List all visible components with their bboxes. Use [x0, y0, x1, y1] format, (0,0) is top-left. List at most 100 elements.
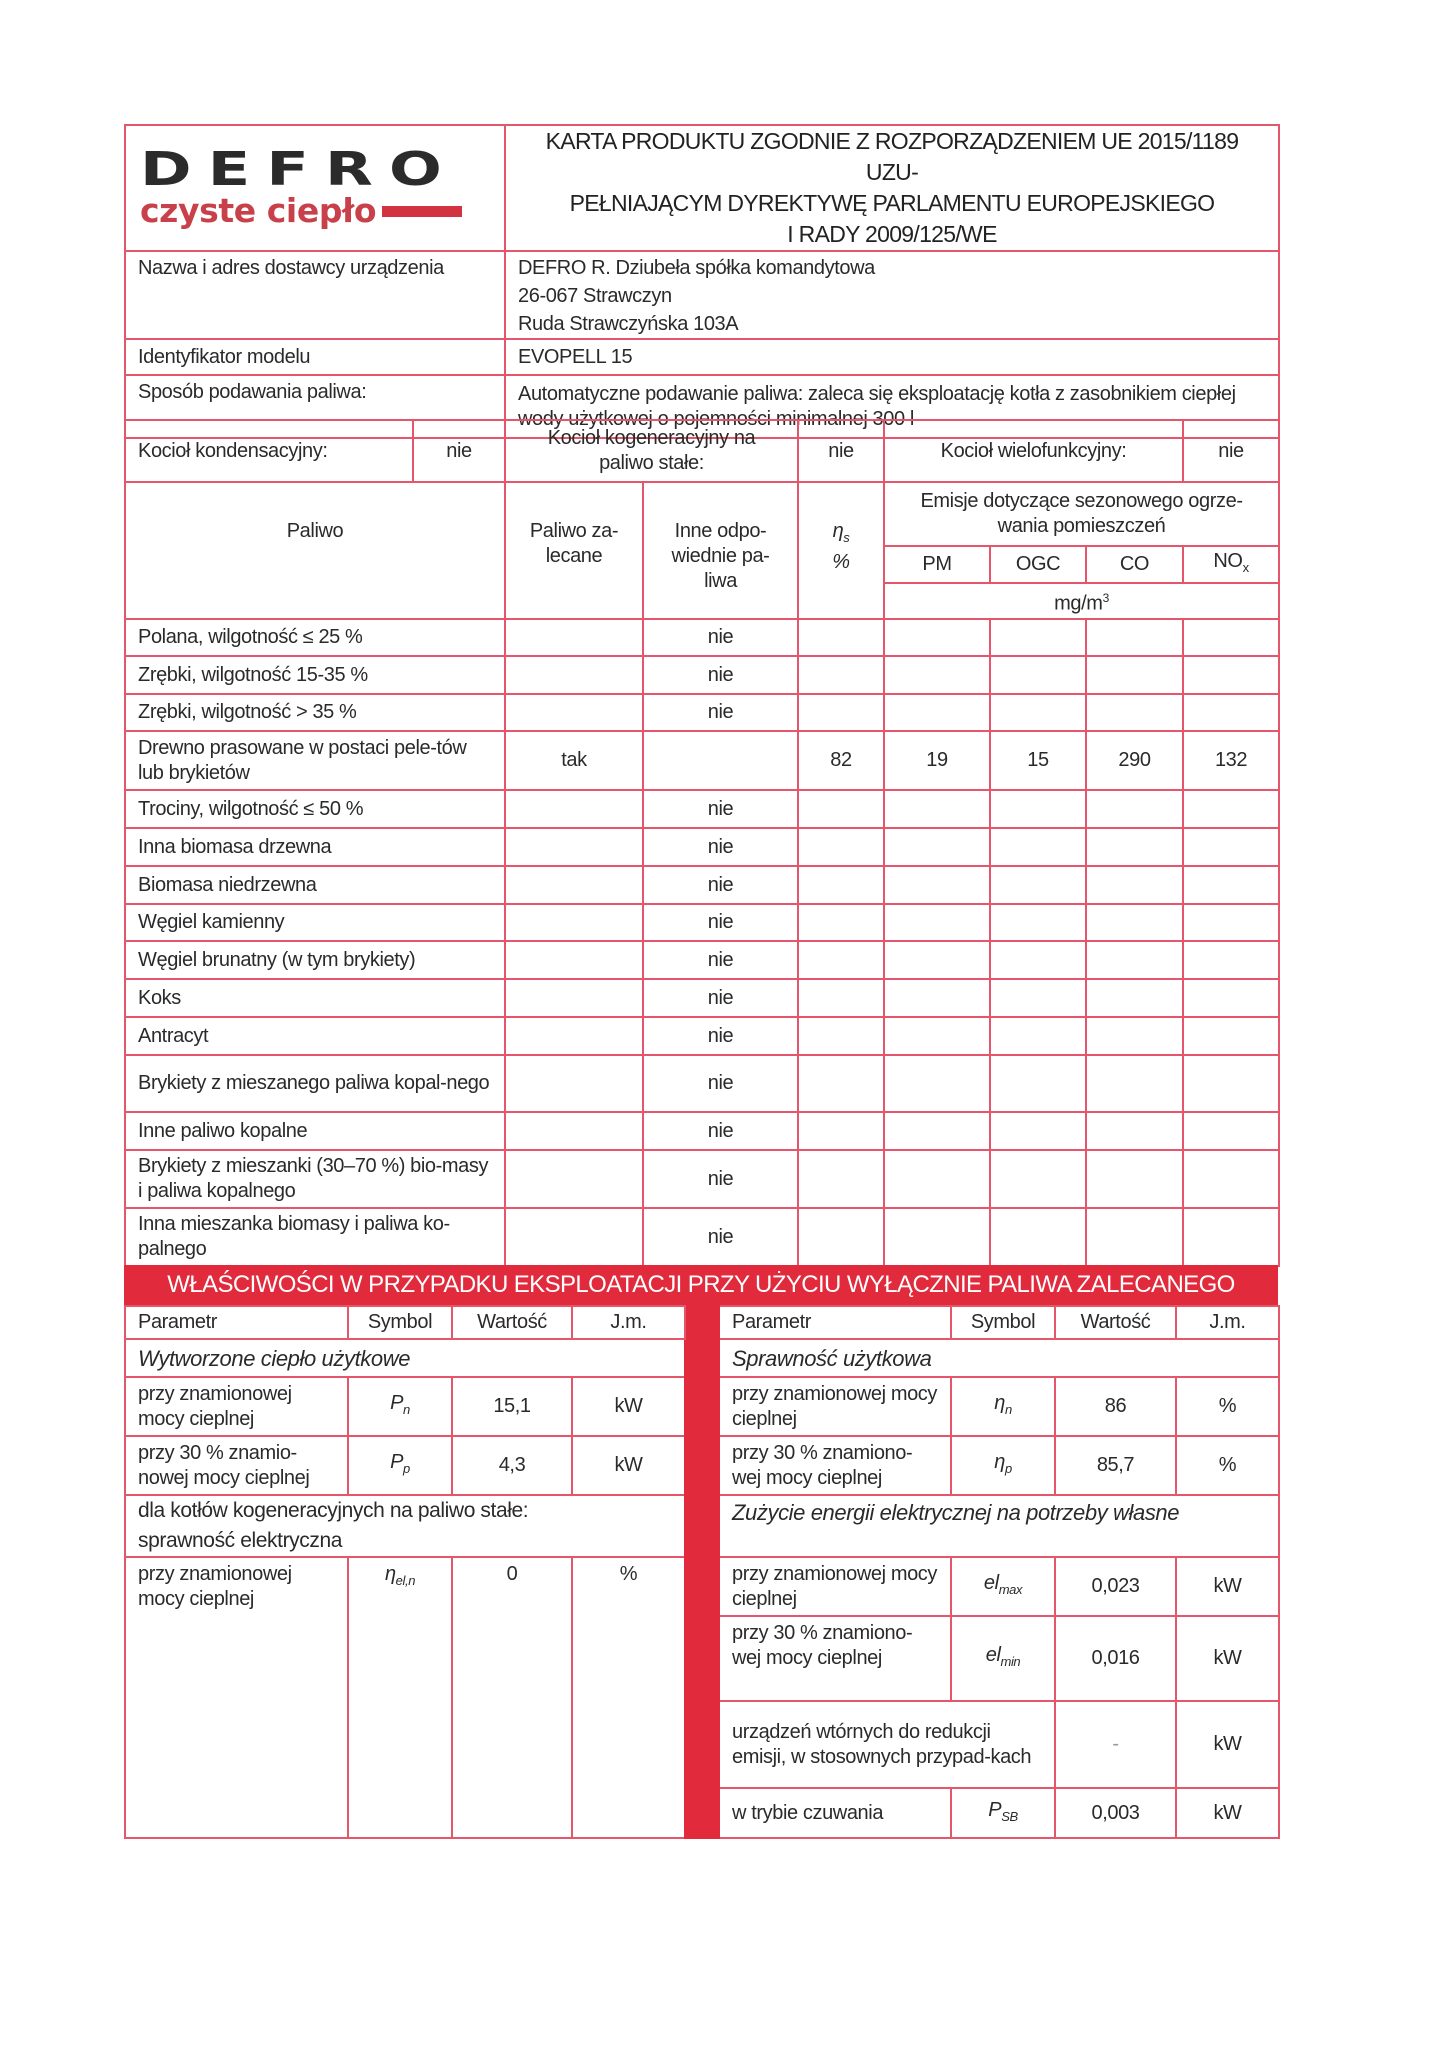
section-efficiency: Sprawność użytkowa	[718, 1338, 1280, 1378]
fuel-eta	[797, 978, 885, 1018]
fuel-rec	[504, 693, 644, 732]
fuel-pm	[883, 978, 991, 1018]
fuel-rec	[504, 903, 644, 942]
fuel-eta	[797, 1111, 885, 1151]
fuel-nox	[1181, 655, 1281, 695]
section-heat-output: Wytworzone ciepło użytkowe	[124, 1338, 686, 1378]
fuel-eta	[797, 1016, 885, 1056]
fuel-pm	[883, 1149, 991, 1209]
unit: kW	[1175, 1556, 1280, 1617]
fuel-other: nie	[642, 978, 799, 1018]
fuel-name: Inne paliwo kopalne	[124, 1111, 506, 1151]
fuel-ogc	[989, 827, 1087, 867]
fuel-eta	[797, 903, 885, 942]
unit: kW	[571, 1376, 686, 1437]
fuel-pm	[883, 940, 991, 980]
supplier-label: Nazwa i adres dostawcy urządzenia	[124, 250, 506, 340]
symbol: ηel,n	[347, 1556, 453, 1839]
fuel-pm	[883, 1054, 991, 1113]
fuel-pm	[883, 693, 991, 732]
unit: %	[1175, 1435, 1280, 1496]
fuel-pm	[883, 655, 991, 695]
fuel-row: Inna biomasa drzewna nie	[124, 827, 1281, 867]
fuel-rec	[504, 655, 644, 695]
fuel-nox	[1181, 1016, 1281, 1056]
value: 0,003	[1054, 1787, 1177, 1839]
emission-unit: mg/m3	[882, 582, 1281, 620]
fuel-ogc	[989, 1207, 1087, 1267]
col-emissions: Emisje dotyczące sezonowego ogrze-wania …	[882, 481, 1281, 547]
cogeneration-label: Kocioł kogeneracyjny na paliwo stałe:	[504, 419, 799, 483]
eta-unit: %	[832, 551, 850, 573]
boiler-type-table: Kocioł kondensacyjny: nie Kocioł kogener…	[124, 419, 1280, 483]
fuel-other: nie	[642, 827, 799, 867]
supplier-line: 26-067 Strawczyn	[518, 285, 672, 307]
fuel-name: Inna biomasa drzewna	[124, 827, 506, 867]
fuel-pm	[883, 618, 991, 657]
fuel-other: nie	[642, 1149, 799, 1209]
fuel-nox	[1181, 865, 1281, 905]
col-eta: ηs%	[797, 481, 885, 620]
condensing-label: Kocioł kondensacyjny:	[124, 419, 414, 483]
fuel-co	[1085, 618, 1184, 657]
fuel-eta: 82	[797, 730, 885, 791]
fuel-rec	[504, 1149, 644, 1209]
model-label: Identyfikator modelu	[124, 338, 506, 376]
fuel-nox	[1181, 618, 1281, 657]
fuel-name: Zrębki, wilgotność > 35 %	[124, 693, 506, 732]
fuel-eta	[797, 618, 885, 657]
right-col-value: Wartość	[1054, 1305, 1177, 1340]
fuel-name: Brykiety z mieszanego paliwa kopal-nego	[124, 1054, 506, 1113]
fuel-co	[1085, 693, 1184, 732]
sym: η	[994, 1392, 1005, 1414]
fuel-nox	[1181, 827, 1281, 867]
sym: η	[994, 1451, 1005, 1473]
param-label: przy 30 % znamiono-wej mocy cieplnej	[718, 1615, 952, 1702]
fuel-pm	[883, 827, 991, 867]
fuel-eta	[797, 865, 885, 905]
fuel-row: Biomasa niedrzewna nie	[124, 865, 1281, 905]
left-col-param: Parametr	[124, 1305, 349, 1340]
properties-table: Parametr Symbol Wartość J.m. Parametr Sy…	[124, 1305, 1280, 1839]
fuel-name: Zrębki, wilgotność 15-35 %	[124, 655, 506, 695]
sym-sub: p	[403, 1461, 410, 1476]
fuel-pm	[883, 1016, 991, 1056]
fuel-co: 290	[1085, 730, 1184, 791]
sym: η	[384, 1563, 396, 1585]
fuel-co	[1085, 940, 1184, 980]
fuel-row: Inne paliwo kopalne nie	[124, 1111, 1281, 1151]
fuel-pm	[883, 1207, 991, 1267]
fuel-eta	[797, 789, 885, 829]
sym-sub: el,n	[395, 1573, 416, 1588]
fuel-ogc	[989, 1054, 1087, 1113]
fuel-row: Trociny, wilgotność ≤ 50 % nie	[124, 789, 1281, 829]
fuel-nox	[1181, 789, 1281, 829]
fuel-co	[1085, 827, 1184, 867]
col-co: CO	[1085, 545, 1184, 584]
fuel-other: nie	[642, 1111, 799, 1151]
symbol: Pn	[347, 1376, 453, 1437]
unit: kW	[571, 1435, 686, 1496]
supplier-address: DEFRO R. Dziubeła spółka komandytowa 26-…	[504, 250, 1280, 340]
sym: P	[390, 1451, 404, 1473]
symbol: PSB	[950, 1787, 1056, 1839]
fuel-rec	[504, 1207, 644, 1267]
fuel-other: nie	[642, 618, 799, 657]
logo: DEFRO czyste ciepło	[124, 124, 506, 252]
logo-bar	[382, 205, 463, 217]
fuel-ogc: 15	[989, 730, 1087, 791]
fuel-eta	[797, 940, 885, 980]
fuel-co	[1085, 903, 1184, 942]
param-label: w trybie czuwania	[718, 1787, 952, 1839]
fuel-other: nie	[642, 1207, 799, 1267]
fuel-pm	[883, 789, 991, 829]
supplier-line: DEFRO R. Dziubeła spółka komandytowa	[518, 257, 875, 279]
sym: P	[390, 1392, 404, 1414]
fuel-other: nie	[642, 940, 799, 980]
fuel-eta	[797, 655, 885, 695]
sym: P	[988, 1798, 1002, 1821]
fuel-row: Węgiel kamienny nie	[124, 903, 1281, 942]
fuel-other: nie	[642, 903, 799, 942]
symbol: elmax	[950, 1556, 1056, 1617]
fuel-pm: 19	[883, 730, 991, 791]
